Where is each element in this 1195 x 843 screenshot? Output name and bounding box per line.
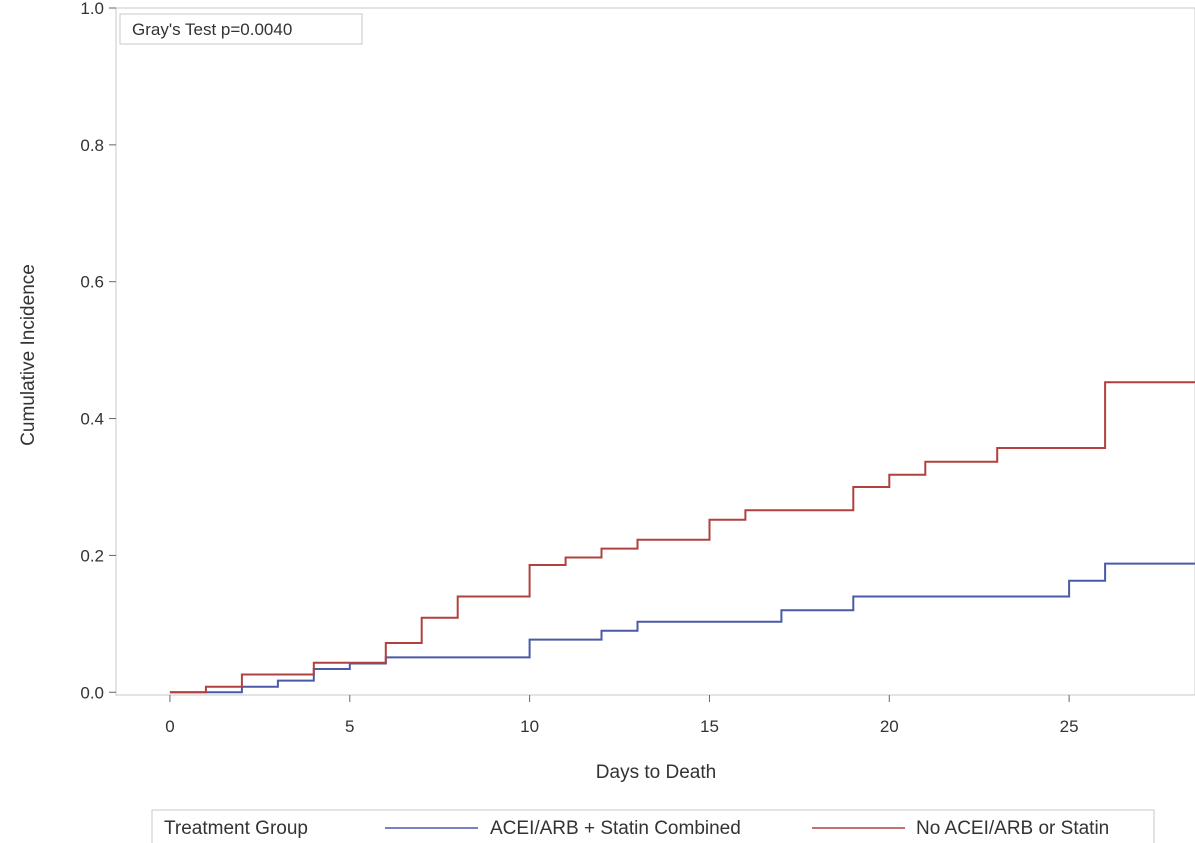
x-tick-label: 15 <box>700 717 719 736</box>
y-tick-label: 0.4 <box>80 410 104 429</box>
x-tick-label: 10 <box>520 717 539 736</box>
plot-frame-border <box>115 7 1195 696</box>
plot-frame <box>115 7 1195 696</box>
y-axis: 0.0 0.2 0.4 0.6 0.8 1.0 <box>80 0 116 702</box>
annotation-frame <box>119 13 363 45</box>
x-axis-title: Days to Death <box>596 762 716 783</box>
x-tick-label: 0 <box>165 717 174 736</box>
x-axis: 0 5 10 15 20 25 <box>165 695 1079 736</box>
legend-label-no-acei-arb-statin: No ACEI/ARB or Statin <box>916 818 1109 839</box>
y-tick-label: 0.6 <box>80 273 104 292</box>
legend-title: Treatment Group <box>164 818 308 839</box>
y-axis-title: Cumulative Incidence <box>18 264 39 446</box>
series-line-acei-arb-statin <box>169 562 1195 694</box>
y-tick-label: 0.2 <box>80 546 104 565</box>
y-tick-label: 1.0 <box>80 0 104 18</box>
series-line-no-acei-arb-statin <box>169 381 1195 694</box>
series-layer <box>169 381 1195 694</box>
x-tick-label: 25 <box>1060 717 1079 736</box>
legend-label-acei-arb-statin: ACEI/ARB + Statin Combined <box>490 818 741 839</box>
x-tick-label: 20 <box>880 717 899 736</box>
annotation-box: Gray's Test p=0.0040 <box>119 13 363 45</box>
y-tick-label: 0.8 <box>80 136 104 155</box>
grays-test-annotation: Gray's Test p=0.0040 <box>132 20 292 39</box>
x-tick-label: 5 <box>345 717 354 736</box>
y-tick-label: 0.0 <box>80 683 104 702</box>
legend-frame <box>151 809 1155 843</box>
legend: Treatment Group ACEI/ARB + Statin Combin… <box>151 809 1155 843</box>
